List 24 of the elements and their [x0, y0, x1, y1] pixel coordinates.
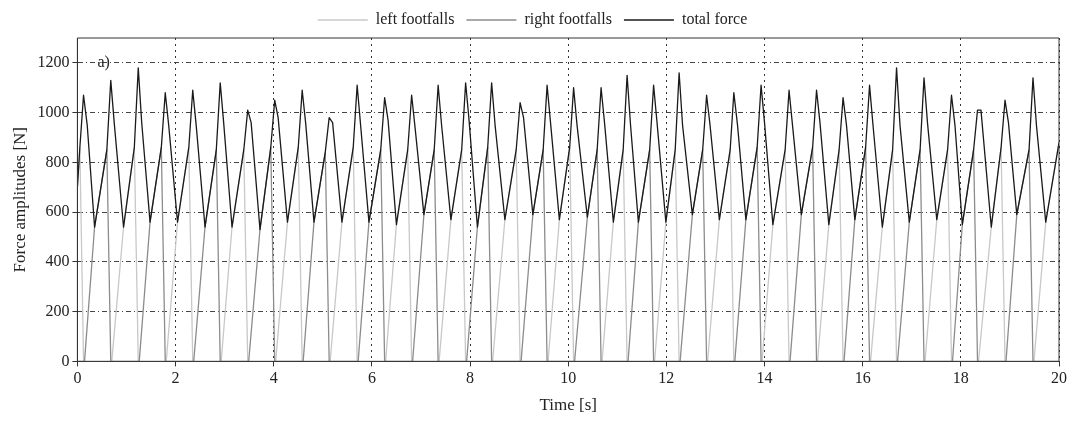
x-tick-label: 6	[367, 369, 376, 387]
x-tick-label: 18	[952, 369, 969, 387]
x-tick-label: 20	[1051, 369, 1067, 387]
y-tick-label: 600	[45, 202, 70, 220]
legend-label: total force	[681, 10, 748, 28]
y-tick-label: 0	[61, 351, 70, 369]
x-tick-label: 8	[466, 369, 475, 387]
x-tick-label: 16	[854, 369, 871, 387]
x-tick-label: 2	[171, 369, 180, 387]
y-tick-label: 800	[45, 152, 70, 170]
legend-label: left footfalls	[375, 10, 455, 28]
x-tick-label: 0	[73, 369, 82, 387]
y-tick-label: 1000	[37, 102, 70, 120]
x-tick-label: 12	[658, 369, 675, 387]
y-tick-label: 1200	[37, 53, 70, 71]
y-axis-title: Force amplitudes [N]	[9, 127, 29, 273]
legend-label: right footfalls	[524, 10, 612, 29]
x-tick-label: 4	[269, 369, 278, 387]
annotation: a)	[97, 53, 110, 72]
y-tick-label: 200	[45, 301, 70, 319]
y-tick-label: 400	[45, 252, 70, 270]
x-axis-title: Time [s]	[539, 395, 597, 415]
x-tick-label: 14	[756, 369, 773, 387]
x-tick-label: 10	[560, 369, 577, 387]
